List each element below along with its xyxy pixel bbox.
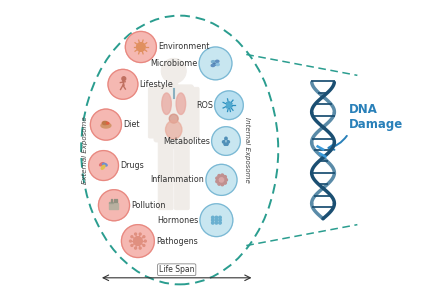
FancyBboxPatch shape: [148, 87, 162, 138]
Text: Pathogens: Pathogens: [156, 237, 198, 246]
Ellipse shape: [106, 122, 109, 124]
FancyBboxPatch shape: [154, 85, 194, 142]
Bar: [110, 203, 118, 209]
Text: Microbiome: Microbiome: [150, 59, 198, 68]
Ellipse shape: [212, 61, 215, 63]
Bar: [114, 200, 115, 202]
Circle shape: [121, 225, 154, 257]
Text: Hormones: Hormones: [157, 216, 198, 225]
Text: Internal Exposome: Internal Exposome: [244, 117, 250, 183]
Circle shape: [219, 219, 221, 221]
Circle shape: [226, 143, 228, 146]
Ellipse shape: [176, 93, 186, 115]
Circle shape: [200, 204, 233, 237]
Circle shape: [224, 176, 226, 178]
Circle shape: [225, 137, 227, 140]
Text: External Exposome: External Exposome: [82, 116, 88, 184]
Circle shape: [219, 222, 221, 224]
Ellipse shape: [159, 134, 189, 148]
Circle shape: [218, 175, 220, 177]
Circle shape: [212, 219, 214, 221]
FancyBboxPatch shape: [185, 87, 199, 138]
Circle shape: [223, 141, 225, 143]
Circle shape: [144, 240, 146, 242]
Circle shape: [136, 43, 145, 51]
Circle shape: [215, 216, 218, 219]
Circle shape: [215, 219, 218, 221]
Bar: [170, 72, 177, 89]
Circle shape: [212, 216, 214, 219]
Text: Environment: Environment: [158, 43, 209, 52]
Ellipse shape: [165, 120, 182, 139]
Circle shape: [218, 183, 220, 185]
Circle shape: [206, 164, 237, 195]
Circle shape: [122, 77, 126, 81]
Circle shape: [135, 247, 136, 249]
Circle shape: [225, 178, 227, 181]
Circle shape: [212, 222, 214, 224]
Circle shape: [125, 32, 156, 62]
Circle shape: [221, 174, 224, 176]
Circle shape: [224, 143, 226, 146]
Ellipse shape: [162, 93, 171, 115]
Bar: [116, 200, 117, 202]
Circle shape: [221, 183, 224, 186]
FancyBboxPatch shape: [158, 140, 173, 210]
Text: Life Span: Life Span: [159, 265, 194, 274]
Circle shape: [135, 233, 136, 235]
Circle shape: [227, 103, 231, 107]
Ellipse shape: [103, 163, 107, 166]
Ellipse shape: [100, 163, 104, 166]
Text: Metabolites: Metabolites: [163, 136, 210, 146]
Ellipse shape: [103, 122, 108, 124]
Circle shape: [215, 91, 243, 119]
Circle shape: [88, 151, 118, 181]
Circle shape: [227, 141, 230, 143]
Circle shape: [161, 58, 186, 83]
Text: DNA
Damage: DNA Damage: [349, 103, 403, 131]
Circle shape: [131, 244, 133, 246]
Text: Lifestyle: Lifestyle: [139, 80, 173, 89]
Circle shape: [139, 247, 141, 249]
Circle shape: [99, 190, 129, 221]
Circle shape: [212, 127, 240, 155]
Text: ROS: ROS: [196, 101, 213, 110]
Circle shape: [143, 236, 145, 238]
Text: Diet: Diet: [123, 120, 139, 129]
Circle shape: [216, 180, 218, 183]
Circle shape: [217, 176, 226, 184]
Ellipse shape: [101, 123, 111, 128]
Bar: [110, 202, 113, 203]
Circle shape: [216, 177, 218, 179]
Text: Pollution: Pollution: [131, 201, 165, 210]
Circle shape: [90, 109, 121, 140]
Ellipse shape: [213, 63, 216, 65]
Ellipse shape: [216, 64, 219, 66]
Circle shape: [139, 233, 141, 235]
FancyBboxPatch shape: [174, 140, 189, 210]
Ellipse shape: [169, 114, 178, 123]
Circle shape: [199, 47, 232, 80]
Circle shape: [129, 240, 132, 242]
Circle shape: [143, 244, 145, 246]
Circle shape: [108, 69, 138, 99]
Circle shape: [131, 236, 133, 238]
Ellipse shape: [216, 60, 219, 62]
Bar: [111, 200, 112, 202]
Text: Drugs: Drugs: [120, 161, 144, 170]
Text: Inflammation: Inflammation: [151, 176, 205, 184]
Circle shape: [224, 182, 226, 184]
Ellipse shape: [211, 64, 215, 67]
Circle shape: [215, 222, 218, 224]
Circle shape: [219, 216, 221, 219]
Ellipse shape: [101, 165, 105, 169]
Circle shape: [133, 237, 142, 245]
